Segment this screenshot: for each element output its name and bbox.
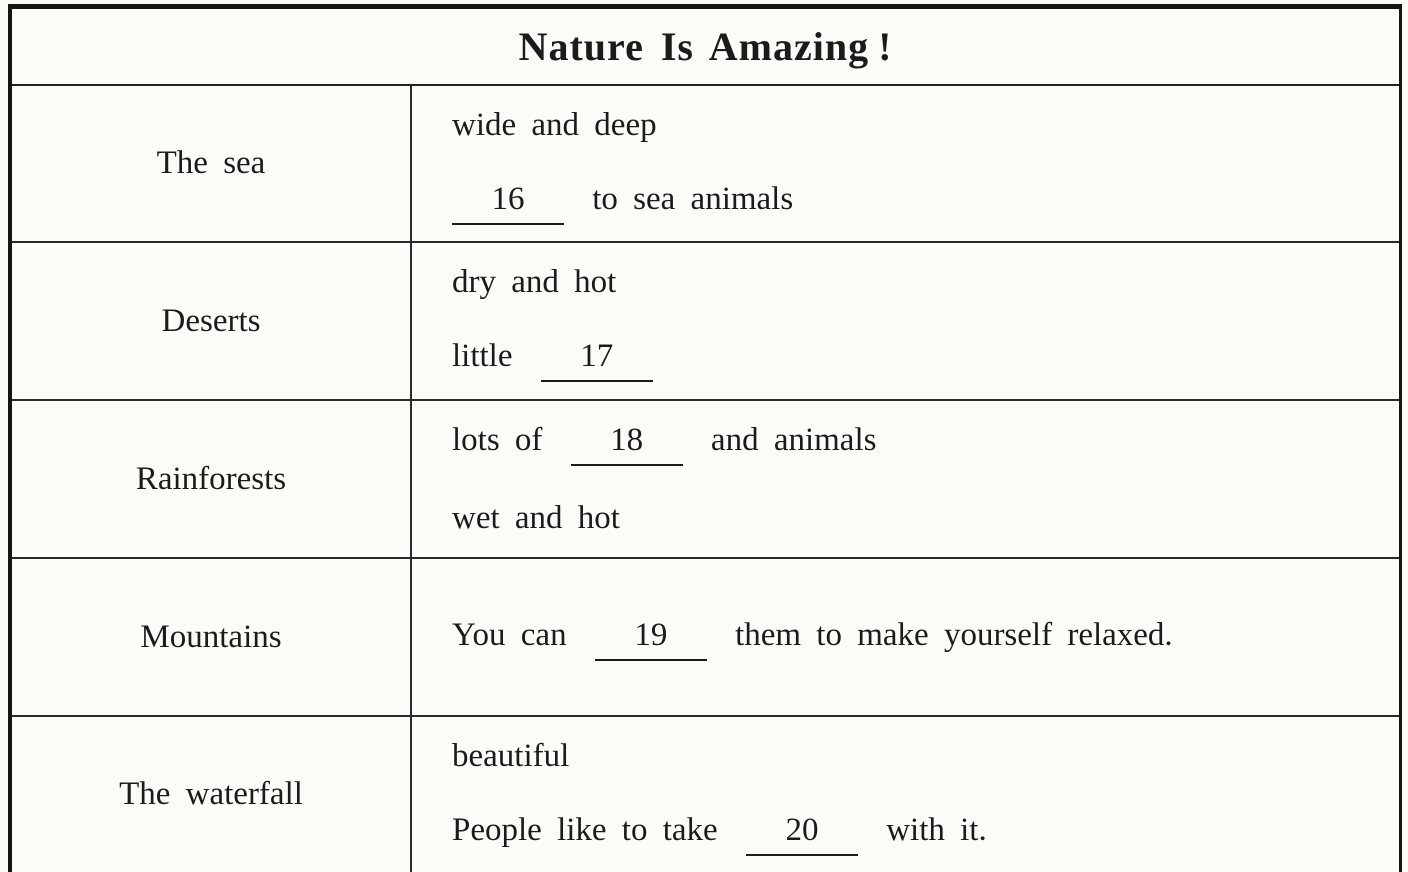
table-title: Nature Is Amazing ! (518, 24, 893, 69)
topic-label: The waterfall (119, 776, 303, 812)
desc-line: 16 to sea animals (452, 177, 1399, 225)
blank-18: 18 (570, 418, 683, 466)
desc-line: wet and hot (452, 496, 1399, 540)
text-segment: lots of (452, 422, 543, 458)
desc-cell-rainforests: lots of 18 and animals wet and hot (412, 401, 1399, 557)
topic-label: Mountains (140, 618, 282, 655)
text-segment: dry and hot (452, 264, 617, 300)
desc-line: dry and hot (452, 260, 1399, 304)
text-segment: wet and hot (452, 500, 620, 536)
desc-line: little 17 (452, 334, 1399, 382)
topic-label: Deserts (161, 302, 261, 339)
blank-20: 20 (745, 808, 858, 856)
topic-cell-mountains: Mountains (12, 559, 412, 715)
table-row-mountains: Mountains You can 19 them to make yourse… (12, 559, 1399, 717)
desc-cell-mountains: You can 19 them to make yourself relaxed… (412, 559, 1399, 715)
desc-line: You can 19 them to make yourself relaxed… (452, 613, 1399, 661)
table-title-row: Nature Is Amazing ! (12, 9, 1399, 86)
desc-line: People like to take 20 with it. (452, 808, 1399, 856)
table-row-deserts: Deserts dry and hot little 17 (12, 243, 1399, 401)
text-segment: and animals (710, 422, 877, 458)
text-segment: You can (452, 617, 567, 653)
desc-cell-the-sea: wide and deep 16 to sea animals (412, 86, 1399, 241)
text-segment: them to make yourself relaxed. (735, 617, 1173, 653)
desc-cell-deserts: dry and hot little 17 (412, 243, 1399, 399)
desc-line: wide and deep (452, 103, 1399, 147)
table-row-the-sea: The sea wide and deep 16 to sea animals (12, 86, 1399, 243)
desc-cell-the-waterfall: beautiful People like to take 20 with it… (412, 717, 1399, 872)
blank-16: 16 (452, 177, 564, 225)
desc-line: beautiful (452, 734, 1399, 778)
topic-label: Rainforests (135, 460, 287, 497)
text-segment: little (452, 338, 513, 374)
nature-worksheet-table: Nature Is Amazing ! The sea wide and dee… (8, 4, 1402, 872)
topic-cell-the-waterfall: The waterfall (12, 717, 412, 872)
topic-cell-deserts: Deserts (12, 243, 412, 399)
text-segment: beautiful (452, 737, 570, 774)
topic-cell-the-sea: The sea (12, 86, 412, 241)
text-segment: with it. (886, 811, 987, 848)
blank-19: 19 (594, 613, 707, 661)
blank-17: 17 (540, 334, 653, 382)
table-row-rainforests: Rainforests lots of 18 and animals wet a… (12, 401, 1399, 559)
text-segment: to sea animals (592, 180, 794, 217)
text-segment: wide and deep (452, 106, 657, 143)
table-row-the-waterfall: The waterfall beautiful People like to t… (12, 717, 1399, 872)
text-segment: People like to take (452, 811, 718, 848)
desc-line: lots of 18 and animals (452, 418, 1399, 466)
topic-label: The sea (156, 145, 266, 181)
topic-cell-rainforests: Rainforests (12, 401, 412, 557)
